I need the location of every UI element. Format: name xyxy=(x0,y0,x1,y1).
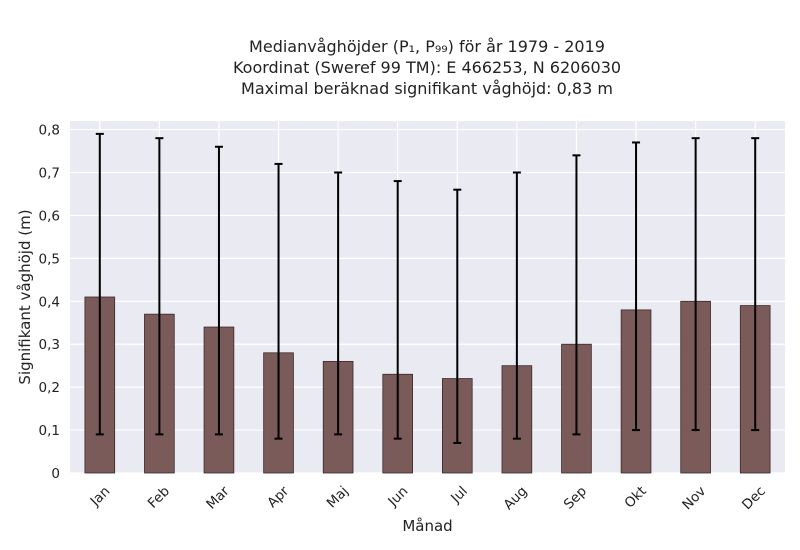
y-tick-label: 0,7 xyxy=(39,166,60,182)
y-tick-label: 0,1 xyxy=(39,423,60,439)
x-tick-label: Okt xyxy=(622,483,650,511)
error-bar-dec xyxy=(751,137,760,432)
error-bar-jan xyxy=(95,132,104,436)
x-tick-label: Jun xyxy=(384,483,411,510)
x-tick-label: Mar xyxy=(203,483,233,513)
x-tick-label: Dec xyxy=(739,483,769,513)
x-tick-label: Jan xyxy=(87,483,114,510)
chart-title-line: Maximal beräknad signifikant våghöjd: 0,… xyxy=(241,79,613,98)
y-tick-label: 0 xyxy=(51,466,60,482)
y-axis-ticks: 0 0,1 0,2 0,3 0,4 0,5 0,6 0,7 0,8 xyxy=(39,123,60,482)
error-bar-jul xyxy=(453,188,462,444)
error-bar-sep xyxy=(572,154,581,436)
x-tick-label: Sep xyxy=(561,483,590,512)
error-bars xyxy=(95,132,760,444)
error-bar-aug xyxy=(512,171,521,440)
error-bar-feb xyxy=(155,137,164,436)
x-tick-label: Aug xyxy=(501,483,531,513)
y-tick-label: 0,4 xyxy=(39,294,60,310)
error-bar-apr xyxy=(274,162,283,440)
error-bar-jun xyxy=(393,180,402,440)
x-tick-label: Apr xyxy=(264,483,292,511)
y-tick-label: 0,3 xyxy=(39,337,60,353)
x-tick-label: Feb xyxy=(145,483,173,511)
y-tick-label: 0,6 xyxy=(39,208,60,224)
error-bar-maj xyxy=(334,171,343,436)
x-tick-label: Maj xyxy=(324,483,352,511)
chart-title-line: Koordinat (Sweref 99 TM): E 466253, N 62… xyxy=(233,58,621,77)
error-bar-mar xyxy=(214,145,223,436)
x-tick-label: Nov xyxy=(679,483,709,513)
chart-title-line: Medianvåghöjder (P₁, P₉₉) för år 1979 - … xyxy=(249,37,605,56)
y-tick-label: 0,5 xyxy=(39,251,60,267)
y-tick-label: 0,8 xyxy=(39,123,60,139)
y-tick-label: 0,2 xyxy=(39,380,60,396)
error-bar-nov xyxy=(691,137,700,432)
x-axis-label: Månad xyxy=(402,517,452,535)
y-axis-label: Signifikant våghöjd (m) xyxy=(16,209,34,384)
x-axis-ticks: Jan Feb Mar Apr Maj Jun Jul Aug Sep Okt Nov Dec xyxy=(87,483,769,513)
error-bar-okt xyxy=(632,141,641,432)
chart-title: Medianvåghöjder (P₁, P₉₉) för år 1979 - … xyxy=(233,37,621,98)
x-tick-label: Jul xyxy=(447,483,471,507)
plot-background xyxy=(70,121,785,473)
